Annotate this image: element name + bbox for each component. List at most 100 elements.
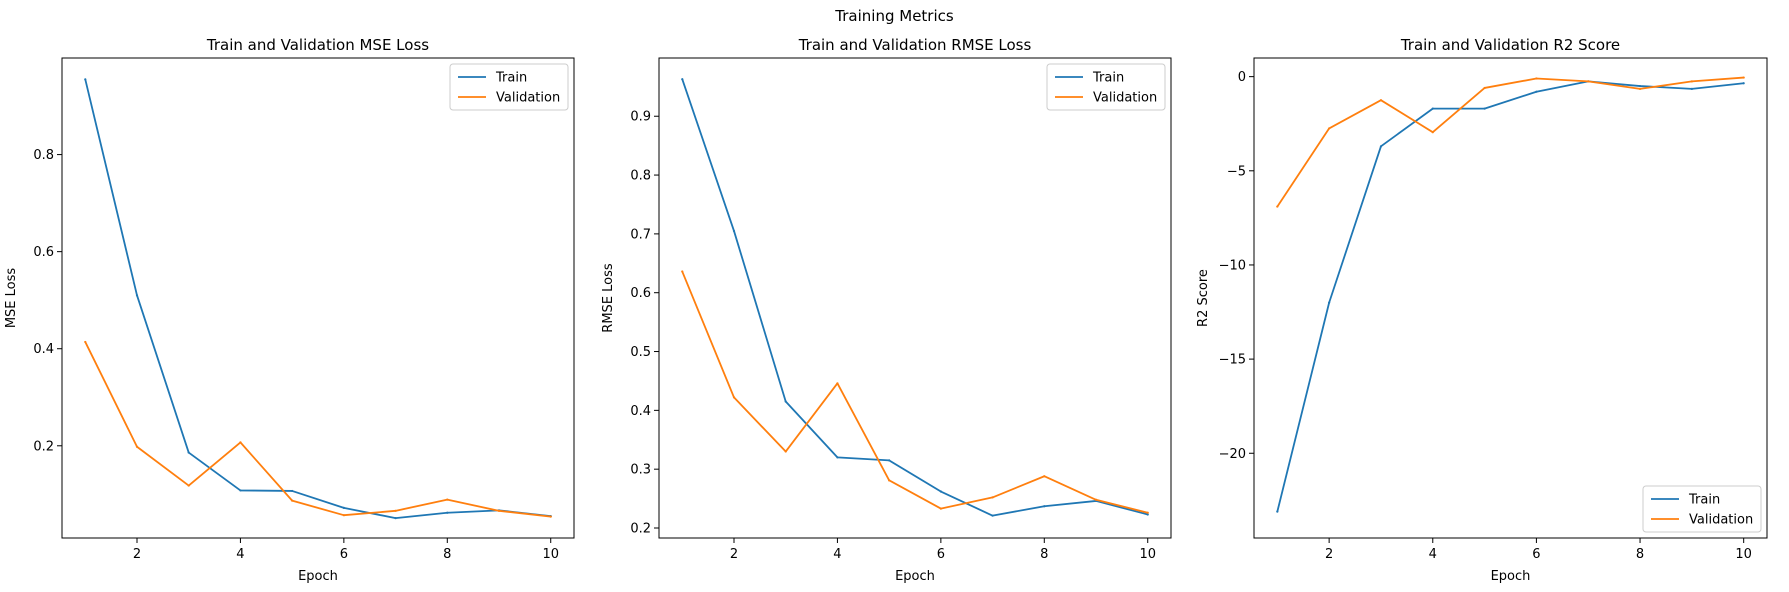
y-tick-label: −20 bbox=[1219, 447, 1246, 462]
data-point-validation bbox=[1742, 76, 1745, 79]
data-point-train bbox=[784, 400, 787, 403]
data-point-validation bbox=[1535, 77, 1538, 80]
data-point-train bbox=[991, 514, 994, 517]
x-tick-label: 8 bbox=[1040, 547, 1048, 562]
series-line-train bbox=[1276, 80, 1745, 513]
y-axis-label: MSE Loss bbox=[4, 268, 19, 329]
legend-label: Train bbox=[1092, 71, 1124, 86]
y-tick-label: 0.8 bbox=[630, 169, 651, 184]
y-tick-label: 0 bbox=[1238, 70, 1246, 85]
data-point-validation bbox=[1043, 475, 1046, 478]
data-point-train bbox=[1742, 82, 1745, 85]
plot-title: Train and Validation MSE Loss bbox=[206, 36, 429, 54]
data-point-validation bbox=[732, 396, 736, 399]
data-point-validation bbox=[991, 496, 994, 499]
legend-box bbox=[1046, 63, 1166, 111]
axes-frame bbox=[61, 57, 575, 539]
x-tick-label: 8 bbox=[443, 547, 451, 562]
x-axis-label: Epoch bbox=[895, 569, 935, 584]
data-point-validation bbox=[1638, 87, 1642, 90]
data-point-validation bbox=[1094, 498, 1098, 501]
series-line-validation bbox=[681, 270, 1149, 514]
x-tick-label: 2 bbox=[133, 547, 141, 562]
x-axis-label: Epoch bbox=[298, 569, 338, 584]
y-tick-label: 0.2 bbox=[630, 522, 651, 537]
data-point-validation bbox=[888, 479, 891, 482]
y-tick-label: 0.2 bbox=[33, 439, 54, 454]
data-point-validation bbox=[239, 441, 242, 444]
data-point-validation bbox=[342, 514, 345, 517]
legend-box bbox=[1642, 485, 1762, 533]
x-tick-label: 4 bbox=[1429, 547, 1437, 562]
plot-title: Train and Validation RMSE Loss bbox=[798, 36, 1032, 54]
data-point-validation bbox=[836, 382, 839, 385]
data-point-validation bbox=[446, 498, 449, 501]
series-line-validation bbox=[1276, 76, 1745, 208]
y-tick-label: 0.5 bbox=[630, 345, 651, 360]
legend-box bbox=[449, 63, 569, 111]
data-point-train bbox=[135, 294, 139, 297]
y-tick-label: 0.4 bbox=[630, 404, 651, 419]
axes-frame bbox=[658, 57, 1172, 539]
x-tick-label: 10 bbox=[1139, 547, 1156, 562]
data-point-validation bbox=[135, 445, 139, 448]
data-point-train bbox=[446, 511, 449, 514]
series-line-validation bbox=[84, 341, 552, 518]
data-point-train bbox=[1043, 505, 1046, 508]
data-point-train bbox=[394, 517, 397, 520]
x-tick-label: 10 bbox=[1735, 547, 1752, 562]
x-tick-label: 6 bbox=[1532, 547, 1540, 562]
x-tick-label: 8 bbox=[1636, 547, 1644, 562]
y-tick-label: −5 bbox=[1227, 164, 1246, 179]
figure-suptitle: Training Metrics bbox=[834, 7, 954, 25]
y-tick-label: −10 bbox=[1219, 258, 1246, 273]
data-point-validation bbox=[1146, 511, 1149, 514]
legend-label: Train bbox=[1688, 493, 1720, 508]
x-tick-label: 6 bbox=[937, 547, 945, 562]
data-point-train bbox=[342, 506, 345, 510]
data-point-validation bbox=[1431, 131, 1434, 134]
y-tick-label: 0.8 bbox=[33, 148, 54, 163]
x-tick-label: 2 bbox=[730, 547, 738, 562]
legend-label: Train bbox=[495, 71, 527, 86]
legend: Train Validation bbox=[449, 63, 569, 111]
series-line-train bbox=[681, 78, 1149, 517]
data-point-train bbox=[888, 459, 891, 462]
y-tick-label: 0.6 bbox=[630, 286, 651, 301]
legend-label: Validation bbox=[496, 91, 560, 106]
data-point-validation bbox=[1690, 80, 1693, 83]
data-point-train bbox=[291, 489, 294, 493]
data-point-train bbox=[1483, 107, 1486, 110]
data-point-validation bbox=[1328, 127, 1331, 130]
data-point-validation bbox=[549, 515, 552, 518]
data-point-train bbox=[1690, 87, 1693, 90]
data-point-validation bbox=[784, 450, 787, 453]
y-tick-label: 0.4 bbox=[33, 342, 54, 357]
y-tick-label: −15 bbox=[1219, 353, 1246, 368]
legend-label: Validation bbox=[1689, 513, 1753, 528]
data-point-train bbox=[187, 451, 190, 454]
data-point-validation bbox=[291, 499, 294, 502]
x-tick-label: 2 bbox=[1325, 547, 1333, 562]
y-tick-label: 0.6 bbox=[33, 245, 54, 260]
legend-label: Validation bbox=[1093, 91, 1157, 106]
data-point-train bbox=[1379, 145, 1383, 148]
data-point-train bbox=[1146, 513, 1149, 516]
data-point-train bbox=[1535, 90, 1538, 93]
plot-title: Train and Validation R2 Score bbox=[1400, 36, 1620, 54]
y-tick-label: 0.9 bbox=[630, 110, 651, 125]
data-point-validation bbox=[1276, 205, 1279, 208]
subplot-2: Train and Validation RMSE Loss 2 4 6 8 10 0.2 0… bbox=[601, 36, 1172, 584]
x-tick-label: 6 bbox=[340, 547, 348, 562]
axes-frame bbox=[1253, 57, 1768, 539]
data-point-train bbox=[1276, 510, 1279, 513]
subplot-3: Train and Validation R2 Score 2 4 6 8 10 −20 −1… bbox=[1196, 36, 1768, 584]
data-point-validation bbox=[187, 484, 190, 487]
series-line-train bbox=[84, 78, 552, 519]
data-point-train bbox=[1638, 84, 1642, 88]
data-point-train bbox=[84, 78, 87, 81]
data-point-validation bbox=[394, 509, 397, 512]
subplot-1: Train and Validation MSE Loss 2 4 6 8 10 0.2 0.… bbox=[4, 36, 575, 584]
data-point-train bbox=[681, 78, 684, 81]
